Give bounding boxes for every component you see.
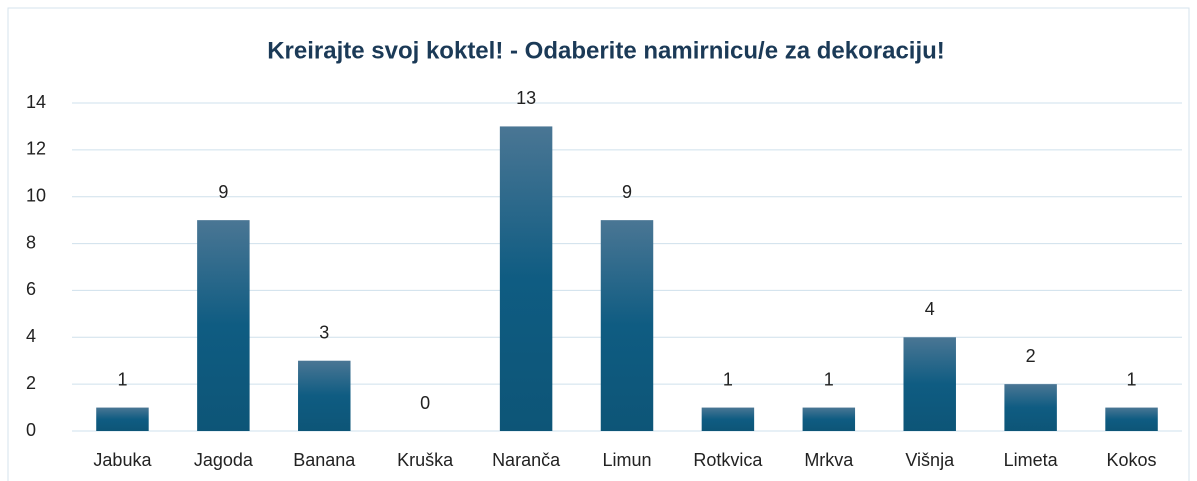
y-tick-label: 0 — [26, 420, 36, 440]
data-label: 13 — [516, 88, 536, 108]
y-tick-label: 12 — [26, 139, 46, 159]
bar — [298, 360, 351, 431]
x-tick-label: Limeta — [1004, 450, 1059, 470]
data-label: 9 — [622, 182, 632, 202]
data-label: 1 — [723, 369, 733, 389]
y-tick-label: 10 — [26, 185, 46, 205]
bar — [499, 126, 553, 431]
bar — [1105, 407, 1158, 431]
data-label: 9 — [218, 182, 228, 202]
x-tick-label: Višnja — [905, 450, 955, 470]
chart-title: Kreirajte svoj koktel! - Odaberite namir… — [267, 37, 945, 64]
bar — [1004, 384, 1057, 431]
data-label: 1 — [1127, 369, 1137, 389]
bar — [701, 407, 755, 431]
y-tick-label: 14 — [26, 92, 46, 112]
y-tick-label: 6 — [26, 279, 36, 299]
y-tick-label: 8 — [26, 232, 36, 252]
bar — [903, 337, 956, 431]
x-tick-label: Rotkvica — [693, 450, 763, 470]
x-tick-label: Naranča — [492, 450, 561, 470]
chart-border — [7, 7, 1190, 481]
bar — [600, 220, 654, 431]
data-label: 0 — [420, 393, 430, 413]
data-label: 1 — [117, 369, 127, 389]
y-tick-label: 4 — [26, 326, 36, 346]
data-label: 3 — [319, 322, 329, 342]
x-tick-label: Kruška — [397, 450, 454, 470]
bar — [197, 220, 250, 431]
x-tick-label: Banana — [293, 450, 356, 470]
y-tick-label: 2 — [26, 373, 36, 393]
bar — [96, 407, 149, 431]
x-tick-label: Mrkva — [804, 450, 854, 470]
data-label: 2 — [1026, 346, 1036, 366]
data-label: 4 — [925, 299, 935, 319]
x-tick-label: Limun — [602, 450, 651, 470]
x-tick-label: Jabuka — [93, 450, 152, 470]
x-tick-label: Kokos — [1107, 450, 1157, 470]
bar — [802, 407, 856, 431]
x-tick-label: Jagoda — [194, 450, 254, 470]
data-label: 1 — [824, 369, 834, 389]
